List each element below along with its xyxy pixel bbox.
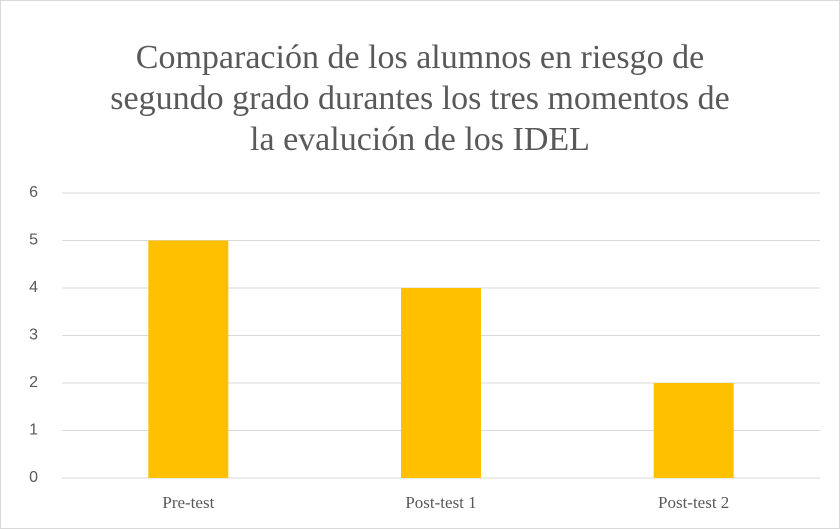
y-tick-label: 5 — [29, 232, 38, 249]
x-tick-label: Post-test 2 — [658, 493, 729, 512]
title-box: Comparación de los alumnos en riesgo de … — [0, 37, 840, 160]
chart-title: Comparación de los alumnos en riesgo de … — [110, 39, 730, 158]
x-tick-label: Pre-test — [162, 493, 214, 512]
bar — [653, 383, 734, 478]
y-tick-label: 2 — [29, 374, 38, 391]
x-tick-label: Post-test 1 — [405, 493, 476, 512]
bar — [401, 288, 481, 478]
y-tick-label: 4 — [29, 279, 38, 296]
bar — [148, 240, 229, 478]
y-tick-label: 3 — [29, 327, 38, 344]
y-tick-label: 0 — [29, 469, 38, 486]
y-tick-label: 6 — [29, 184, 38, 201]
y-tick-label: 1 — [29, 422, 38, 439]
